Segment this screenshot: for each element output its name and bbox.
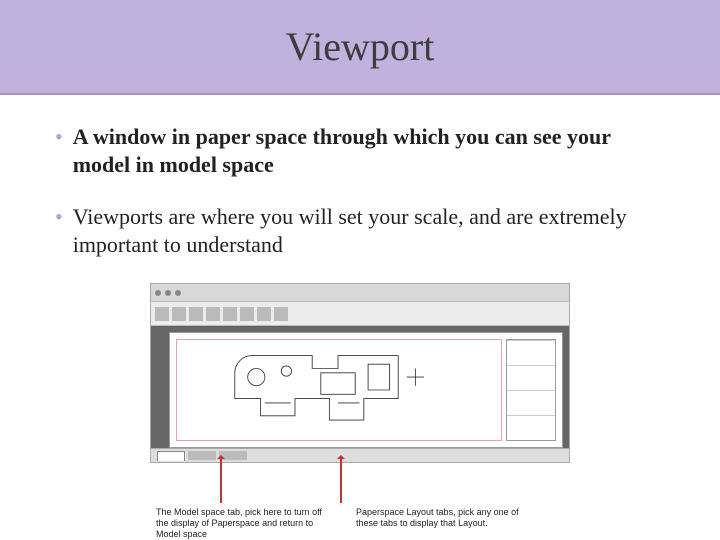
- callout-arrow: [220, 459, 222, 503]
- cad-window-illustration: [150, 283, 570, 463]
- bullet-item: • Viewports are where you will set your …: [55, 203, 665, 259]
- slide-title: Viewport: [286, 23, 435, 70]
- callouts-row: The Model space tab, pick here to turn o…: [150, 507, 570, 540]
- bullet-marker: •: [55, 203, 63, 259]
- header-band: Viewport: [0, 0, 720, 95]
- bullet-item: • A window in paper space through which …: [55, 123, 665, 179]
- callout-text: The Model space tab, pick here to turn o…: [156, 507, 326, 540]
- callout-text: Paperspace Layout tabs, pick any one of …: [356, 507, 526, 540]
- floorplan-drawing: [184, 347, 492, 433]
- paper-canvas: [169, 332, 563, 448]
- callout-arrow: [340, 459, 342, 503]
- title-block: [506, 339, 556, 441]
- bullet-text: Viewports are where you will set your sc…: [73, 203, 665, 259]
- bullet-marker: •: [55, 123, 63, 179]
- layout-tab: [188, 451, 216, 460]
- tab-bar: [151, 448, 569, 462]
- ribbon: [151, 302, 569, 326]
- content-area: • A window in paper space through which …: [0, 95, 720, 540]
- titlebar: [151, 284, 569, 302]
- bullet-text: A window in paper space through which yo…: [73, 123, 665, 179]
- model-tab: [157, 451, 185, 461]
- figure-area: The Model space tab, pick here to turn o…: [150, 283, 570, 540]
